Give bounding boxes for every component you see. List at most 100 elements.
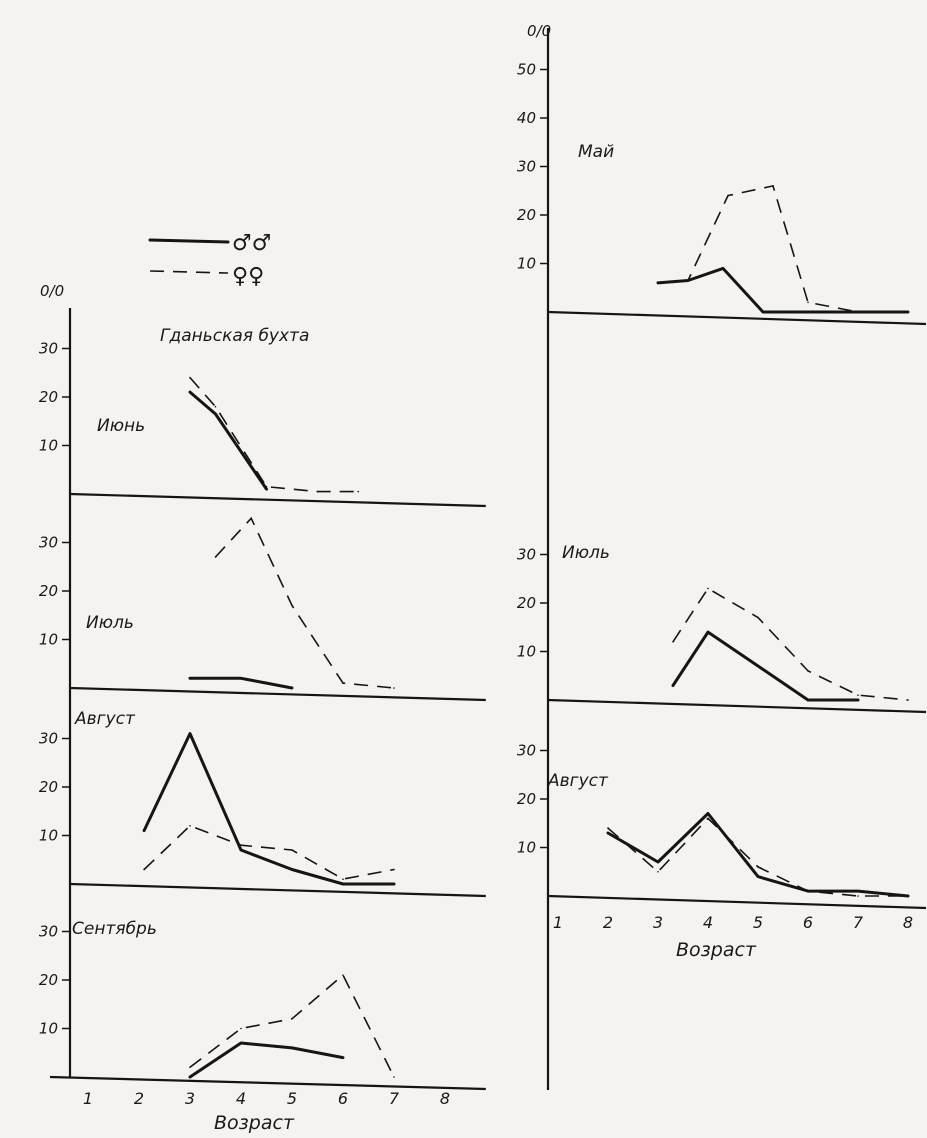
chart-1-panel-2-series-0-point-3 [757, 875, 759, 878]
chart-1-panel-1-series-1-point-0 [672, 641, 674, 643]
chart-0-panel-1-baseline [69, 686, 486, 702]
legend: ♂♂ ♀♀ [148, 231, 271, 289]
left-ylabel: 0/0 [40, 282, 64, 300]
legend-male-swatch [148, 238, 230, 244]
chart-1-x-tick-label-8: 8 [903, 913, 913, 932]
chart-1-panel-0-y-tick-label-30: 30 [517, 158, 536, 176]
chart-0-panel-1-series-1-point-0 [214, 556, 217, 558]
chart-1-panel-1-series-1-point-3 [807, 670, 809, 672]
chart-0-panel-3-series-0-point-3 [342, 1056, 344, 1059]
chart-1-x-tick-label-6: 6 [803, 913, 813, 932]
chart-0-panel-2-y-tick-label-10: 10 [39, 827, 58, 845]
chart-0-panel-0-baseline [69, 492, 486, 508]
legend-male-label: ♂♂ [232, 231, 271, 256]
chart-0-panel-1-series-male-line [188, 676, 294, 690]
chart-0-panel-3-series-0-point-2 [291, 1047, 293, 1049]
chart-1-panel-0-series-0-point-4 [807, 311, 809, 313]
chart-0-x-tick-label-5: 5 [287, 1089, 297, 1108]
chart-0-panel-2-y-tick-label-30: 30 [39, 730, 58, 748]
chart-1-panel-2-series-1-point-1 [657, 870, 659, 873]
chart-1-panel-1-series-1-point-1 [707, 587, 709, 590]
chart-1-panel-0-series-1-point-5 [857, 311, 859, 313]
chart-1-panel-2-y-tick-label-10: 10 [517, 839, 536, 857]
chart-0-panel-1-y-tick-label-10: 10 [39, 631, 58, 649]
chart-1-panel-1-series-1-point-5 [907, 699, 909, 701]
chart-1-panel-1-y-tick-label-30: 30 [517, 546, 536, 564]
chart-0-panel-2-series-male-line [142, 732, 396, 886]
chart-1-panel-0-y-tick-label-40: 40 [517, 109, 536, 127]
chart-0-panel-1-series-0-point-1 [240, 677, 242, 680]
left-title: Гданьская бухта [160, 326, 309, 346]
chart-0-panel-2-series-1-point-5 [393, 868, 395, 871]
chart-0-panel-2-series-0-point-2 [240, 849, 242, 851]
chart-1-panel-1-series-1-point-4 [857, 694, 859, 696]
chart-0-panel-0-y-tick-label-20: 20 [39, 388, 58, 406]
chart-0-panel-2-series-1-point-1 [189, 825, 191, 827]
chart-0-panel-0-series-1-point-4 [357, 490, 360, 493]
right-ylabel: 0/0 [527, 22, 551, 40]
chart-1-panel-2-y-tick-label-20: 20 [517, 790, 536, 808]
chart-0-x-tick-label-6: 6 [338, 1089, 348, 1108]
chart-1-panel-2-series-female-line [607, 817, 908, 897]
chart-0-panel-2-baseline [69, 882, 486, 898]
chart-0-panel-0-series-0-point-2 [265, 488, 268, 490]
chart-0-panel-3-y-tick-label-20: 20 [39, 971, 58, 989]
chart-1-panel-0-y-tick-label-10: 10 [517, 255, 536, 273]
chart-1-panel-1-series-0-point-1 [707, 631, 709, 633]
chart-0-panel-3-series-female-line [189, 973, 395, 1078]
chart-0-panel-1-series-1-point-4 [393, 687, 395, 689]
chart-1-panel-2-series-1-point-4 [807, 890, 809, 892]
chart-1-panel-2-series-1-point-0 [607, 827, 609, 829]
chart-0-x-tick-label-2: 2 [134, 1089, 144, 1108]
chart-1-panel-1-series-0-point-4 [857, 699, 859, 701]
chart-0-panel-2-y-tick-label-20: 20 [39, 778, 58, 796]
chart-0-panel-2-series-female-line [143, 824, 395, 880]
chart-0-panel-3-series-0-point-0 [189, 1076, 191, 1078]
chart-1-panel-0-series-0-point-3 [762, 311, 764, 313]
chart-1-panel-2-y-tick-label-30: 30 [517, 742, 536, 760]
chart-0-panel-1-series-0-point-2 [265, 682, 268, 684]
left-panel-label-july: Июль [86, 613, 134, 633]
chart-0-panel-0-series-1-point-3 [316, 490, 319, 493]
chart-0-panel-2-series-1-point-2 [240, 844, 242, 846]
chart-0-panel-2-series-0-point-4 [342, 883, 344, 885]
chart-1-panel-2-series-0-point-2 [707, 812, 709, 815]
chart-1-panel-2-series-1-point-5 [857, 895, 859, 897]
chart-1-panel-1-y-tick-label-20: 20 [517, 594, 536, 612]
right-panel-label-july: Июль [562, 543, 610, 563]
chart-1-panel-1-series-0-point-0 [672, 684, 674, 687]
chart-0-panel-2-series-1-point-3 [291, 849, 293, 851]
chart-0-x-tick-label-1: 1 [83, 1089, 93, 1108]
chart-0-panel-1-series-1-point-2 [291, 604, 293, 607]
chart-0-panel-3-series-male-line [188, 1041, 345, 1079]
chart-0-panel-1-series-0-point-3 [291, 687, 293, 689]
chart-0-panel-1-series-1-point-3 [342, 682, 344, 684]
chart-0-panel-3-baseline [49, 1075, 486, 1091]
chart-1-x-tick-label-5: 5 [753, 913, 763, 932]
chart-0-panel-0-series-0-point-1 [214, 413, 217, 415]
chart-0-panel-2-series-0-point-1 [189, 732, 191, 735]
legend-female-label: ♀♀ [232, 264, 264, 289]
right-panel-label-august: Август [547, 771, 609, 791]
left-xlabel: Возраст [214, 1112, 295, 1134]
chart-0-panel-1-y-tick-label-30: 30 [39, 534, 58, 552]
chart-1-panel-1-series-1-point-2 [757, 616, 759, 619]
chart-0-panel-0-series-female-line [189, 377, 359, 493]
chart-1-x-tick-label-1: 1 [553, 913, 563, 932]
chart-1-panel-0-series-1-point-2 [727, 194, 729, 197]
chart-0-panel-1-series-1-point-1 [250, 517, 252, 520]
chart-1-panel-0-series-1-point-6 [907, 311, 909, 313]
chart-0-x-tick-label-4: 4 [236, 1089, 246, 1108]
chart-0-panel-0-series-0-point-0 [189, 391, 191, 393]
chart-1-panel-2-series-male-line [606, 812, 910, 898]
chart-1-x-tick-label-3: 3 [653, 913, 663, 932]
chart-0-panel-3-series-1-point-3 [342, 974, 344, 976]
chart-1-panel-2-series-1-point-3 [757, 866, 759, 868]
chart-0-panel-3-series-1-point-2 [291, 1018, 293, 1020]
chart-0-panel-3-series-0-point-1 [240, 1042, 242, 1044]
chart-1-panel-2-series-0-point-0 [607, 832, 609, 834]
chart-0-panel-2-series-0-point-3 [291, 868, 293, 871]
chart-1-panel-1-series-0-point-3 [807, 699, 809, 701]
chart-1-panel-0-series-1-point-4 [807, 301, 809, 304]
left-panel-label-september: Сентябрь [72, 919, 157, 939]
